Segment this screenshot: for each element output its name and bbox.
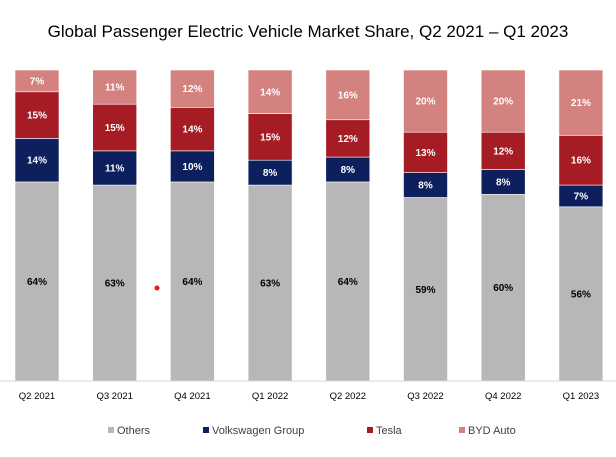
- data-label-tesla: 15%: [260, 132, 280, 143]
- red-dot-marker: [154, 285, 160, 291]
- bar-segment-tesla: [170, 107, 215, 152]
- data-label-others: 64%: [27, 277, 47, 288]
- data-label-byd-auto: 16%: [338, 90, 358, 101]
- x-tick-labels: Q2 2021 Q3 2021 Q4 2021 Q1 2022 Q2 2022 Q3 20…: [19, 391, 599, 402]
- data-label-byd-auto: 21%: [571, 98, 591, 109]
- bar-segment-others: [14, 181, 60, 382]
- bar-segment-byd-auto: [325, 69, 371, 121]
- legend-label-byd-auto: BYD Auto: [468, 425, 516, 437]
- bar-segment-others: [403, 197, 448, 382]
- data-label-byd-auto: 11%: [105, 83, 125, 94]
- bar-segment-byd-auto: [170, 69, 215, 108]
- bar-segment-tesla: [480, 131, 526, 170]
- x-tick-label: Q4 2022: [485, 391, 521, 402]
- data-label-others: 63%: [105, 279, 125, 290]
- bar-segment-volkswagen-group: [480, 169, 526, 195]
- x-tick-label: Q1 2023: [563, 391, 599, 402]
- bars-group: 64% 14% 15% 7% 63% 11% 15% 11% 64% 10% 14% 12% 63% 8%…: [14, 69, 604, 382]
- x-tick-label: Q3 2022: [407, 391, 443, 402]
- bar-segment-tesla: [558, 135, 604, 186]
- bar-segment-volkswagen-group: [170, 150, 215, 183]
- data-label-byd-auto: 7%: [30, 76, 45, 87]
- bar-segment-volkswagen-group: [247, 159, 293, 186]
- data-label-tesla: 13%: [415, 148, 435, 159]
- data-label-volkswagen-group: 7%: [574, 191, 589, 202]
- bar-segment-byd-auto: [247, 69, 293, 114]
- bar-segment-tesla: [14, 91, 60, 139]
- data-label-volkswagen-group: 8%: [418, 181, 433, 192]
- bar-segment-volkswagen-group: [403, 172, 448, 198]
- legend-label-others: Others: [117, 425, 151, 437]
- data-label-others: 59%: [415, 285, 435, 296]
- bar-segment-byd-auto: [14, 69, 60, 93]
- data-label-tesla: 15%: [27, 111, 47, 122]
- data-label-volkswagen-group: 10%: [182, 162, 202, 173]
- legend-label-volkswagen-group: Volkswagen Group: [212, 425, 304, 437]
- data-label-others: 56%: [571, 289, 591, 300]
- bar-segment-others: [480, 194, 526, 382]
- data-label-byd-auto: 20%: [493, 97, 513, 108]
- data-label-others: 64%: [182, 277, 202, 288]
- data-label-others: 64%: [338, 277, 358, 288]
- legend-swatch-tesla: [367, 427, 373, 433]
- data-label-others: 60%: [493, 283, 513, 294]
- data-label-tesla: 16%: [571, 156, 591, 167]
- data-label-byd-auto: 12%: [182, 84, 202, 95]
- bar-segment-byd-auto: [558, 69, 604, 136]
- bar-segment-tesla: [92, 103, 137, 152]
- data-label-volkswagen-group: 8%: [263, 168, 278, 179]
- data-label-tesla: 14%: [182, 125, 202, 136]
- data-label-volkswagen-group: 8%: [341, 165, 356, 176]
- data-label-tesla: 12%: [338, 134, 358, 145]
- legend-swatch-volkswagen-group: [203, 427, 209, 433]
- bar-segment-byd-auto: [480, 69, 526, 133]
- legend-label-tesla: Tesla: [376, 425, 403, 437]
- legend: Others Volkswagen Group Tesla BYD Auto: [108, 425, 516, 437]
- bar-segment-volkswagen-group: [92, 150, 137, 186]
- x-tick-label: Q4 2021: [174, 391, 210, 402]
- data-label-byd-auto: 14%: [260, 87, 280, 98]
- bar-segment-volkswagen-group: [325, 156, 371, 183]
- x-tick-label: Q3 2021: [96, 391, 132, 402]
- chart-title: Global Passenger Electric Vehicle Market…: [47, 22, 569, 41]
- data-label-volkswagen-group: 14%: [27, 156, 47, 167]
- x-tick-label: Q2 2021: [19, 391, 55, 402]
- data-label-others: 63%: [260, 279, 280, 290]
- bar-segment-byd-auto: [92, 69, 137, 105]
- bar-segment-volkswagen-group: [14, 138, 60, 183]
- bar-segment-tesla: [325, 119, 371, 158]
- x-tick-label: Q1 2022: [252, 391, 288, 402]
- legend-swatch-others: [108, 427, 114, 433]
- x-tick-label: Q2 2022: [330, 391, 366, 402]
- legend-swatch-byd-auto: [459, 427, 465, 433]
- data-label-tesla: 15%: [105, 123, 125, 134]
- bar-segment-others: [558, 206, 604, 382]
- data-label-volkswagen-group: 11%: [105, 163, 125, 174]
- data-label-byd-auto: 20%: [415, 97, 435, 108]
- data-label-volkswagen-group: 8%: [496, 177, 511, 188]
- bar-segment-others: [325, 181, 371, 382]
- bar-segment-byd-auto: [403, 69, 448, 133]
- bar-segment-tesla: [247, 113, 293, 161]
- data-label-tesla: 12%: [493, 146, 513, 157]
- bar-segment-tesla: [403, 131, 448, 173]
